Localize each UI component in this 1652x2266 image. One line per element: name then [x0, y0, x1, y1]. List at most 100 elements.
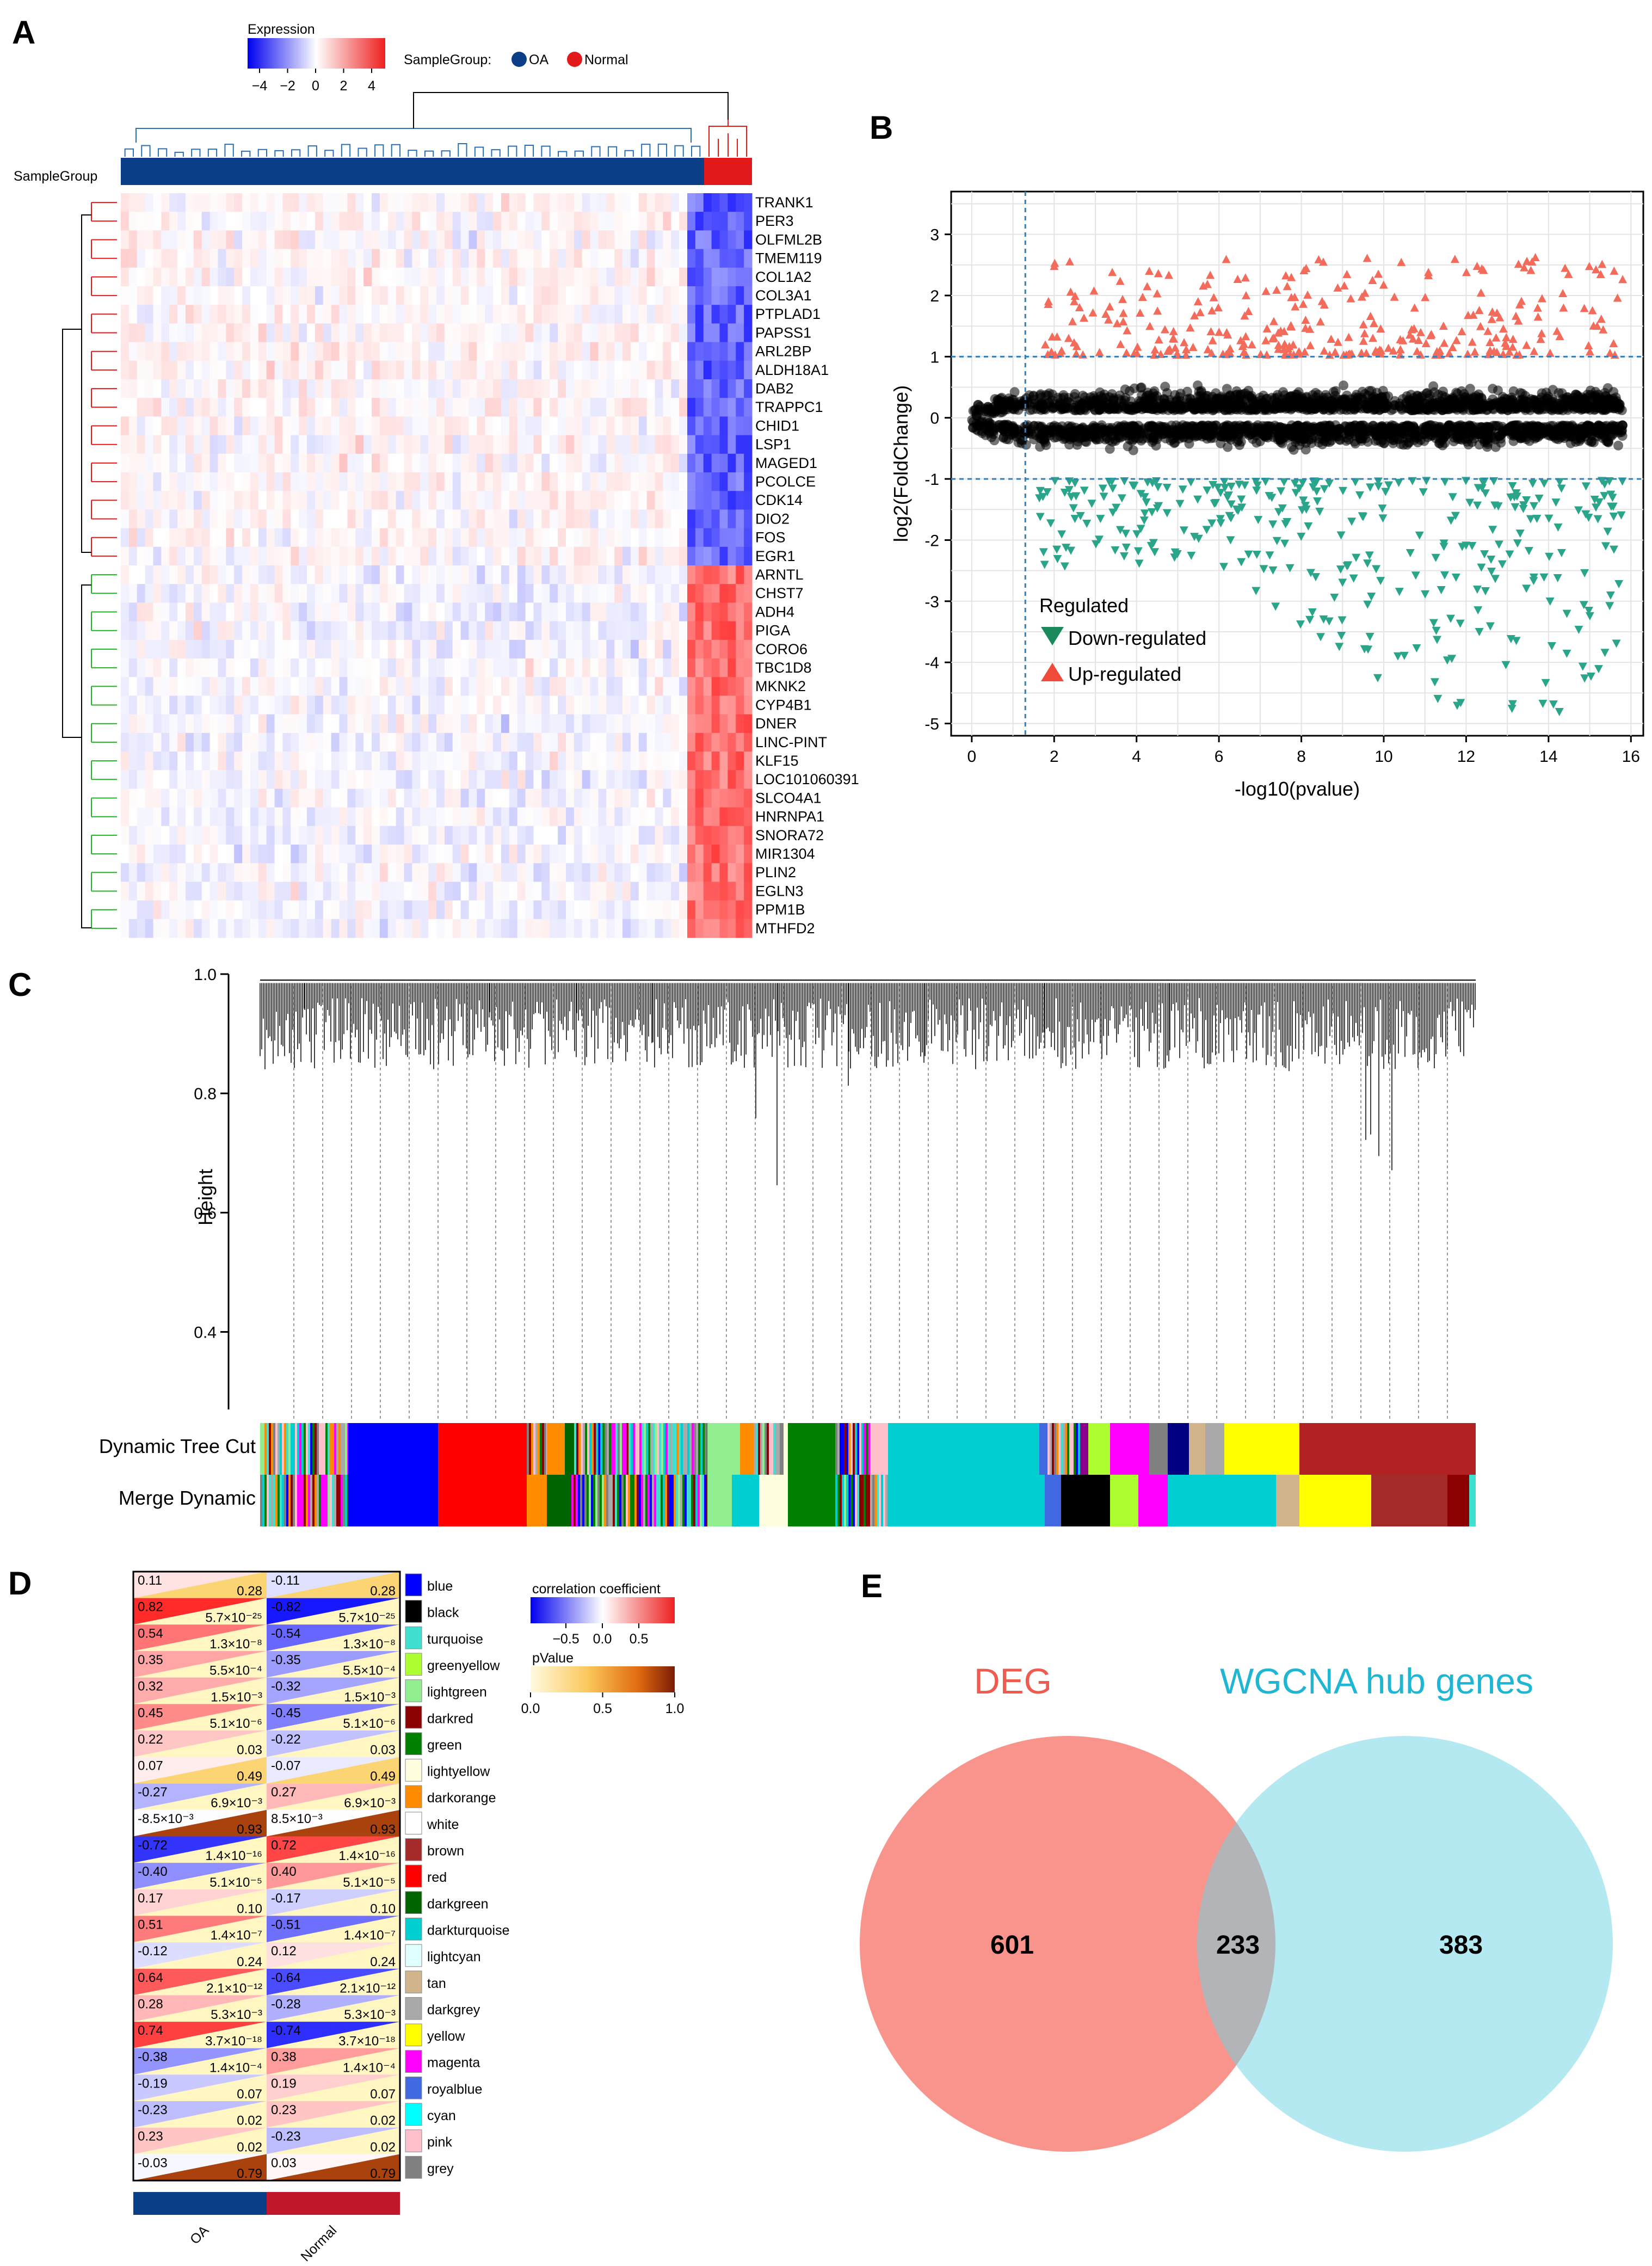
heatmap-cell	[193, 230, 202, 250]
heatmap-cell	[719, 565, 728, 584]
heatmap-cell	[598, 435, 607, 454]
heatmap-cell	[145, 863, 153, 882]
heatmap-cell	[452, 695, 461, 715]
heatmap-cell	[663, 435, 671, 454]
heatmap-cell	[565, 565, 575, 584]
heatmap-cell	[550, 212, 558, 231]
heatmap-cell	[517, 267, 526, 287]
heatmap-cell	[387, 193, 397, 212]
heatmap-cell	[719, 379, 728, 398]
heatmap-cell	[565, 789, 575, 808]
dendrogram-branch	[135, 128, 692, 143]
heatmap-cell	[234, 249, 243, 268]
heatmap-cell	[193, 212, 202, 231]
heatmap-cell	[655, 677, 663, 696]
heatmap-cell	[153, 752, 162, 771]
heatmap-cell	[169, 546, 178, 566]
heatmap-cell	[201, 267, 211, 287]
heatmap-cell	[525, 546, 534, 566]
heatmap-cell	[282, 845, 291, 864]
heatmap-cell	[209, 509, 218, 529]
heatmap-cell	[363, 453, 372, 473]
heatmap-cell	[711, 770, 720, 789]
heatmap-cell	[525, 752, 534, 771]
heatmap-cell	[444, 305, 453, 324]
heatmap-cell	[323, 472, 332, 491]
heatmap-cell	[177, 714, 186, 734]
heatmap-cell	[121, 863, 130, 882]
heatmap-cell	[274, 714, 283, 734]
heatmap-cell	[436, 453, 445, 473]
heatmap-cell	[525, 286, 534, 305]
heatmap-cell	[266, 305, 275, 324]
heatmap-cell	[574, 267, 583, 287]
heatmap-cell	[315, 379, 324, 398]
heatmap-cell	[363, 565, 372, 584]
heatmap-cell	[485, 584, 494, 603]
heatmap-cell	[145, 267, 153, 287]
heatmap-cell	[420, 770, 429, 789]
heatmap-cell	[193, 193, 202, 212]
heatmap-cell	[663, 267, 671, 287]
heatmap-cell	[201, 863, 211, 882]
heatmap-cell	[558, 677, 566, 696]
heatmap-cell	[638, 305, 648, 324]
heatmap-cell	[646, 695, 656, 715]
heatmap-cell	[541, 416, 550, 436]
heatmap-cell	[372, 267, 380, 287]
heatmap-cell	[372, 845, 380, 864]
heatmap-cell	[323, 602, 332, 622]
heatmap-cell	[121, 398, 130, 417]
heatmap-cell	[525, 677, 534, 696]
heatmap-cell	[299, 807, 307, 827]
heatmap-cell	[282, 398, 291, 417]
heatmap-cell	[703, 732, 712, 752]
heatmap-cell	[282, 323, 291, 343]
heatmap-cell	[671, 323, 680, 343]
heatmap-cell	[201, 360, 211, 380]
heatmap-cell	[209, 360, 218, 380]
heatmap-cell	[299, 714, 307, 734]
heatmap-cell	[299, 695, 307, 715]
heatmap-cell	[274, 435, 283, 454]
heatmap-cell	[339, 230, 348, 250]
heatmap-cell	[404, 491, 412, 510]
heatmap-cell	[323, 342, 332, 361]
heatmap-cell	[177, 342, 186, 361]
heatmap-cell	[128, 267, 138, 287]
heatmap-cell	[679, 807, 688, 827]
heatmap-cell	[185, 900, 194, 920]
heatmap-cell	[460, 267, 469, 287]
heatmap-cell	[469, 677, 477, 696]
heatmap-cell	[412, 435, 421, 454]
heatmap-cell	[582, 621, 591, 641]
heatmap-cell	[323, 919, 332, 938]
heatmap-cell	[137, 732, 146, 752]
heatmap-cell	[485, 472, 494, 491]
heatmap-cell	[339, 845, 348, 864]
heatmap-cell	[703, 193, 712, 212]
heatmap-cell	[274, 863, 283, 882]
heatmap-cell	[347, 212, 356, 231]
heatmap-cell	[541, 714, 550, 734]
heatmap-cell	[282, 528, 291, 547]
heatmap-cell	[161, 491, 170, 510]
heatmap-cell	[565, 639, 575, 659]
heatmap-cell	[630, 770, 639, 789]
heatmap-cell	[234, 807, 243, 827]
dendrogram-branch	[524, 145, 534, 157]
sample-group-legend-label: SampleGroup:	[404, 52, 491, 67]
heatmap-cell	[719, 584, 728, 603]
heatmap-cell	[630, 267, 639, 287]
heatmap-cell	[242, 435, 251, 454]
heatmap-cell	[590, 658, 599, 678]
heatmap-cell	[517, 453, 526, 473]
heatmap-cell	[606, 863, 615, 882]
heatmap-cell	[315, 416, 324, 436]
heatmap-cell	[234, 472, 243, 491]
dendrogram-branch	[341, 144, 351, 157]
heatmap-cell	[153, 789, 162, 808]
heatmap-cell	[728, 677, 736, 696]
heatmap-cell	[323, 267, 332, 287]
